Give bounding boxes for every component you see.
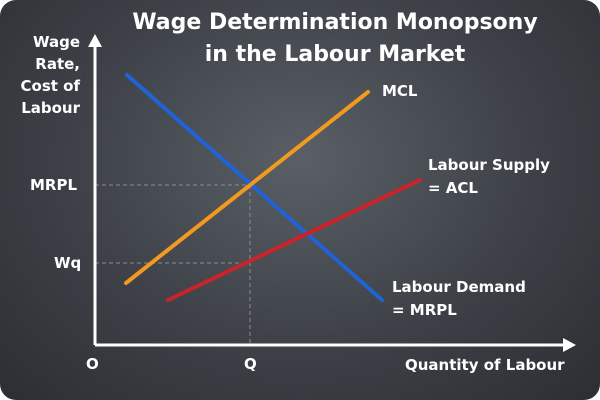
labour-demand-label-line1: Labour Demand [392,278,526,296]
x-axis-label: Quantity of Labour [405,356,565,374]
origin-label: O [86,355,99,373]
q-tick-label: Q [244,355,257,373]
y-axis-arrowhead [88,34,102,47]
y-axis-label-line4: Labour [21,99,80,117]
y-axis-label-line1: Wage [32,33,80,51]
mcl-curve [124,90,370,285]
diagram-title-line2: in the Labour Market [204,42,466,67]
diagram-title-line1: Wage Determination Monopsony [132,10,538,35]
labour-supply-curve [166,178,422,302]
labour-supply-label-line1: Labour Supply [428,156,550,174]
y-axis-label-line3: Cost of [20,77,80,95]
wq-tick-label: Wq [54,254,82,272]
mcl-label: MCL [382,82,418,100]
y-axis-label-line2: Rate, [35,55,80,73]
x-axis-arrowhead [563,338,576,352]
mrpl-tick-label: MRPL [30,176,78,194]
labour-supply-label-line2: = ACL [428,179,478,197]
labour-demand-curve [125,73,384,302]
labour-demand-label-line2: = MRPL [392,301,457,319]
